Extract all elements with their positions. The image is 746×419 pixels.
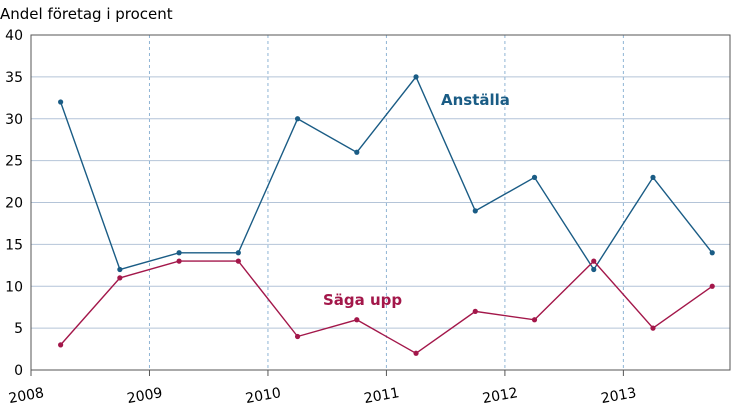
data-point-anstalla (531, 174, 538, 180)
data-point-saga-upp (294, 333, 301, 340)
axes (30, 34, 731, 376)
data-point-saga-upp (650, 325, 656, 331)
data-point-anstalla (58, 99, 64, 105)
data-point-anstalla (235, 250, 241, 256)
y-ticks: 0 5 10 15 20 25 30 35 40 (5, 28, 23, 379)
data-point-anstalla (413, 74, 419, 80)
y-tick-label: 30 (5, 112, 23, 128)
data-point-anstalla (354, 149, 360, 155)
y-tick-label: 15 (5, 237, 23, 253)
data-point-saga-upp (709, 283, 715, 289)
series-label-anstalla: Anställa (441, 91, 510, 109)
y-tick-label: 20 (5, 196, 23, 212)
y-axis-label: Andel företag i procent (0, 5, 173, 23)
series-line-anstalla (59, 75, 713, 271)
x-tick-label: 2008 (7, 385, 45, 407)
data-point-anstalla (294, 116, 301, 122)
x-tick-label: 2009 (126, 385, 164, 407)
data-point-anstalla (176, 250, 182, 256)
y-tick-label: 5 (14, 321, 23, 337)
y-tick-label: 40 (5, 28, 23, 44)
data-point-saga-upp (235, 258, 241, 264)
series-label-saga-upp: Säga upp (323, 291, 402, 309)
series-line-saga-upp (60, 260, 713, 355)
data-point-anstalla (472, 208, 478, 214)
x-tick-label: 2013 (600, 385, 638, 407)
data-point-saga-upp (354, 317, 360, 323)
data-point-saga-upp (117, 275, 123, 281)
plot-frame (30, 34, 731, 371)
grid (31, 34, 730, 370)
data-point-saga-upp (176, 258, 182, 264)
x-ticks: 2008 2009 2010 2011 2012 2013 (7, 385, 637, 407)
data-point-saga-upp (58, 342, 64, 348)
x-tick-label: 2012 (481, 385, 519, 407)
data-point-anstalla (650, 174, 656, 180)
data-point-anstalla (709, 250, 715, 256)
y-tick-label: 10 (5, 279, 23, 295)
x-tick-label: 2010 (244, 385, 282, 407)
y-tick-label: 35 (5, 70, 23, 86)
data-point-saga-upp (413, 350, 419, 356)
y-tick-label: 25 (5, 154, 23, 170)
data-point-anstalla (591, 266, 597, 273)
y-tick-label: 0 (14, 363, 23, 379)
data-point-anstalla (117, 266, 123, 273)
data-point-saga-upp (591, 258, 597, 264)
data-point-saga-upp (472, 308, 478, 314)
data-point-saga-upp (531, 317, 538, 323)
x-tick-label: 2011 (363, 385, 401, 407)
series-group (58, 74, 715, 356)
